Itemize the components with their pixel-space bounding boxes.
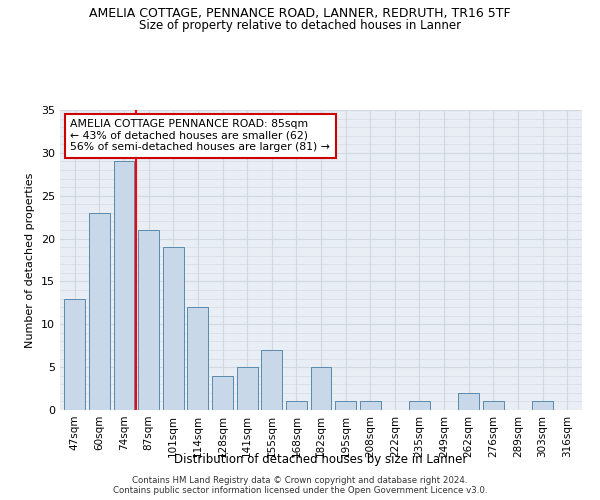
Bar [458,393,479,410]
Bar [113,162,134,410]
Text: Distribution of detached houses by size in Lanner: Distribution of detached houses by size … [175,452,467,466]
Bar [532,402,553,410]
Bar [89,213,110,410]
Text: Size of property relative to detached houses in Lanner: Size of property relative to detached ho… [139,19,461,32]
Text: AMELIA COTTAGE, PENNANCE ROAD, LANNER, REDRUTH, TR16 5TF: AMELIA COTTAGE, PENNANCE ROAD, LANNER, R… [89,8,511,20]
Bar [409,402,430,410]
Bar [335,402,356,410]
Bar [483,402,504,410]
Bar [138,230,159,410]
Bar [187,307,208,410]
Bar [163,247,184,410]
Bar [212,376,233,410]
Bar [261,350,282,410]
Bar [286,402,307,410]
Text: Contains HM Land Registry data © Crown copyright and database right 2024.
Contai: Contains HM Land Registry data © Crown c… [113,476,487,495]
Y-axis label: Number of detached properties: Number of detached properties [25,172,35,348]
Text: AMELIA COTTAGE PENNANCE ROAD: 85sqm
← 43% of detached houses are smaller (62)
56: AMELIA COTTAGE PENNANCE ROAD: 85sqm ← 43… [70,119,331,152]
Bar [236,367,257,410]
Bar [360,402,381,410]
Bar [64,298,85,410]
Bar [311,367,331,410]
